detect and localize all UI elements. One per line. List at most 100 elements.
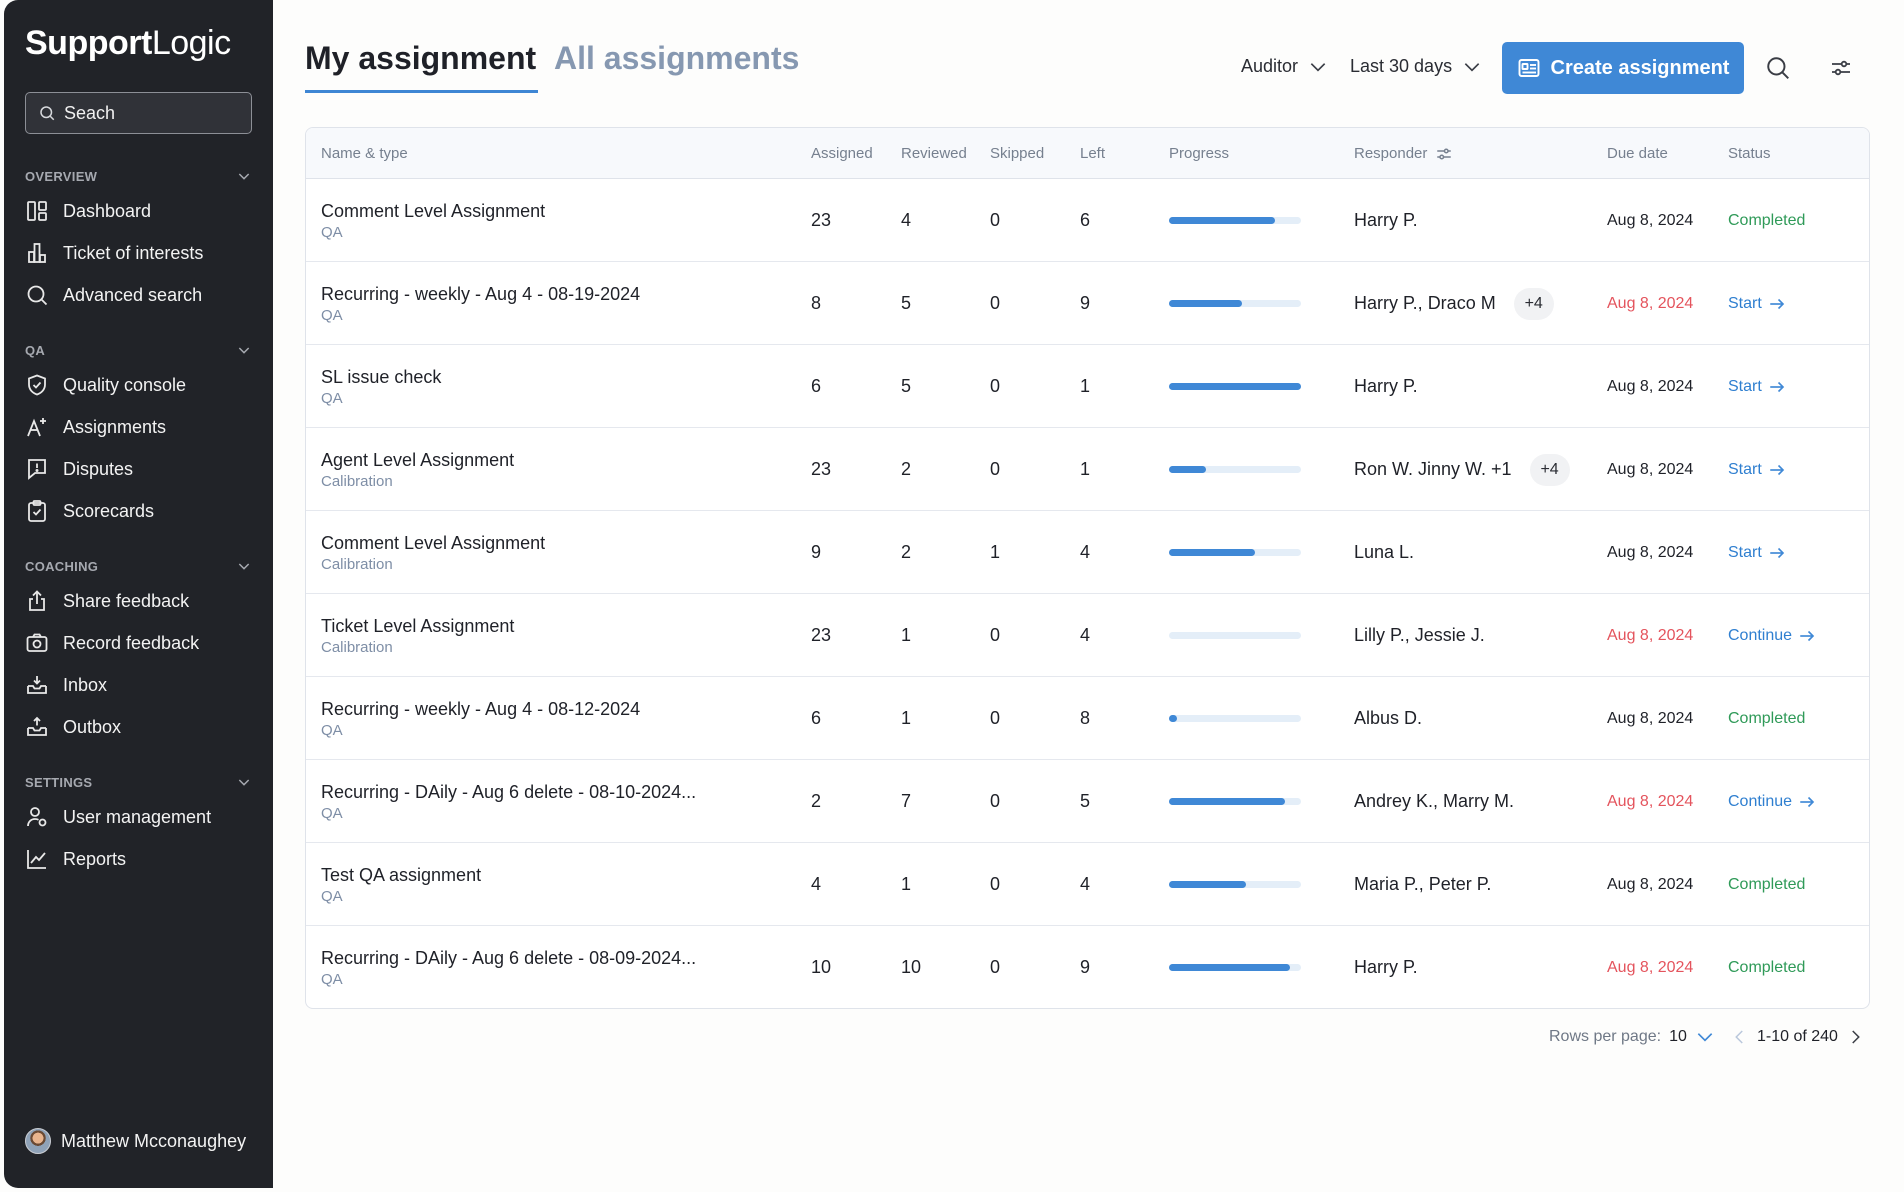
chevron-left-icon[interactable] [1731, 1027, 1749, 1047]
section-qa[interactable]: QA [25, 341, 252, 359]
header-left[interactable]: Left [1080, 145, 1106, 162]
arrow-right-icon [1770, 381, 1784, 392]
assignment-name-cell[interactable]: Recurring - DAily - Aug 6 delete - 08-10… [321, 760, 791, 843]
assignment-name-cell[interactable]: Agent Level Assignment Calibration [321, 428, 791, 511]
assignment-name-cell[interactable]: Test QA assignment QA [321, 843, 791, 926]
status-action-label: Start [1728, 460, 1762, 478]
section-settings[interactable]: SETTINGS [25, 773, 252, 791]
table-row[interactable]: Recurring - DAily - Aug 6 delete - 08-09… [306, 926, 1869, 1008]
sidebar-item-inbox[interactable]: Inbox [25, 668, 252, 702]
tab-all-assignments[interactable]: All assignments [554, 40, 800, 76]
header-reviewed[interactable]: Reviewed [901, 145, 967, 162]
table-row[interactable]: Recurring - weekly - Aug 4 - 08-19-2024 Q… [306, 262, 1869, 345]
left-count: 1 [1080, 376, 1091, 396]
sidebar-item-label: User management [63, 806, 212, 827]
table-row[interactable]: SL issue check QA 6 5 0 1 Harry P. Aug 8, 2024 S… [306, 345, 1869, 428]
assignment-name-cell[interactable]: SL issue check QA [321, 345, 791, 428]
sidebar-item-quality-console[interactable]: Quality console [25, 368, 252, 402]
skipped-count: 0 [990, 708, 1001, 728]
create-assignment-button[interactable]: Create assignment [1502, 42, 1744, 94]
sidebar-item-assignments[interactable]: Assignments [25, 410, 252, 444]
sliders-icon[interactable] [1435, 145, 1453, 163]
sidebar-item-ticket-of-interests[interactable]: Ticket of interests [25, 236, 252, 270]
progress-fill [1169, 715, 1177, 722]
assignment-name-cell[interactable]: Ticket Level Assignment Calibration [321, 594, 791, 677]
status-action-button[interactable]: Start [1728, 428, 1786, 511]
table-row[interactable]: Comment Level Assignment QA 23 4 0 6 Harry P. A… [306, 179, 1869, 262]
sidebar-item-label: Dashboard [63, 200, 152, 221]
outbox-icon [27, 716, 47, 736]
status-action-button[interactable]: Continue [1728, 594, 1816, 677]
assignment-name-cell[interactable]: Comment Level Assignment Calibration [321, 511, 791, 594]
header-skipped[interactable]: Skipped [990, 145, 1045, 162]
chevron-right-icon[interactable] [1846, 1027, 1864, 1047]
assigned-count: 23 [811, 459, 832, 479]
id-card-icon [1518, 59, 1539, 77]
rows-per-page[interactable]: Rows per page: 10 [1549, 1027, 1715, 1047]
due-date: Aug 8, 2024 [1607, 958, 1694, 976]
status-action-label: Continue [1728, 792, 1793, 810]
search-icon [40, 106, 55, 121]
assignment-name-cell[interactable]: Recurring - DAily - Aug 6 delete - 08-09… [321, 926, 791, 1008]
header-progress[interactable]: Progress [1169, 145, 1230, 162]
brand-logo[interactable]: SupportLogic [25, 24, 231, 62]
assignment-name-cell[interactable]: Recurring - weekly - Aug 4 - 08-19-2024 Q… [321, 262, 791, 345]
sidebar-search[interactable]: Seach [25, 92, 252, 134]
more-responders-badge[interactable]: +4 [1529, 453, 1570, 486]
assignment-icon [27, 418, 46, 437]
status-action-button[interactable]: Start [1728, 262, 1786, 345]
section-overview[interactable]: OVERVIEW [25, 167, 252, 185]
status-action-button[interactable]: Start [1728, 511, 1786, 594]
sidebar-item-advanced-search[interactable]: Advanced search [25, 278, 252, 312]
assignment-name-cell[interactable]: Comment Level Assignment QA [321, 179, 791, 262]
section-title: SETTINGS [25, 774, 93, 790]
sidebar-item-reports[interactable]: Reports [25, 842, 252, 876]
table-row[interactable]: Test QA assignment QA 4 1 0 4 Maria P., Peter … [306, 843, 1869, 926]
assignment-type: Calibration [321, 472, 393, 490]
header-status[interactable]: Status [1728, 145, 1771, 162]
search-button[interactable] [1764, 54, 1792, 82]
assigned-count: 8 [811, 293, 822, 313]
header-due-date[interactable]: Due date [1607, 145, 1668, 162]
table-row[interactable]: Comment Level Assignment Calibration 9 2 1 4 L… [306, 511, 1869, 594]
reviewed-count: 2 [901, 542, 912, 562]
responder-names: Harry P. [1354, 376, 1418, 396]
sidebar-item-label: Ticket of interests [63, 242, 204, 263]
status-action-button[interactable]: Continue [1728, 760, 1816, 843]
header-name-type[interactable]: Name & type [321, 145, 408, 162]
table-row[interactable]: Ticket Level Assignment Calibration 23 1 0 4 L… [306, 594, 1869, 677]
sidebar-item-outbox[interactable]: Outbox [25, 710, 252, 744]
assignment-name-cell[interactable]: Recurring - weekly - Aug 4 - 08-12-2024 Q… [321, 677, 791, 760]
status-action-button[interactable]: Start [1728, 345, 1786, 428]
sidebar-item-disputes[interactable]: Disputes [25, 452, 252, 486]
assignment-type: QA [321, 804, 343, 822]
header-responder[interactable]: Responder [1354, 128, 1453, 179]
assigned-count: 23 [811, 625, 832, 645]
assignment-type: QA [321, 887, 343, 905]
table-row[interactable]: Recurring - weekly - Aug 4 - 08-12-2024 Q… [306, 677, 1869, 760]
filter-settings-button[interactable] [1827, 54, 1855, 82]
dashboard-icon [27, 201, 47, 221]
assigned-count: 6 [811, 376, 822, 396]
date-range-dropdown[interactable]: Last 30 days [1350, 56, 1482, 77]
sidebar-item-share-feedback[interactable]: Share feedback [25, 584, 252, 618]
header-assigned[interactable]: Assigned [811, 145, 873, 162]
progress-fill [1169, 300, 1242, 307]
sidebar-item-scorecards[interactable]: Scorecards [25, 494, 252, 528]
skipped-count: 1 [990, 542, 1001, 562]
pagination-controls: 1-10 of 240 [1731, 1027, 1864, 1047]
more-responders-badge[interactable]: +4 [1513, 287, 1554, 320]
tab-my-assignment[interactable]: My assignment [305, 40, 537, 76]
current-user[interactable]: Matthew Mcconaughey [25, 1126, 246, 1156]
skipped-count: 0 [990, 376, 1001, 396]
table-row[interactable]: Recurring - DAily - Aug 6 delete - 08-10… [306, 760, 1869, 843]
sidebar-item-dashboard[interactable]: Dashboard [25, 194, 252, 228]
sidebar-item-user-management[interactable]: User management [25, 800, 252, 834]
role-filter-dropdown[interactable]: Auditor [1241, 56, 1328, 77]
table-row[interactable]: Agent Level Assignment Calibration 23 2 0 1 Ro… [306, 428, 1869, 511]
sidebar-item-record-feedback[interactable]: Record feedback [25, 626, 252, 660]
sidebar-item-label: Share feedback [63, 590, 190, 611]
line-chart-icon [27, 850, 46, 869]
section-coaching[interactable]: COACHING [25, 557, 252, 575]
sidebar-item-label: Assignments [63, 416, 167, 437]
